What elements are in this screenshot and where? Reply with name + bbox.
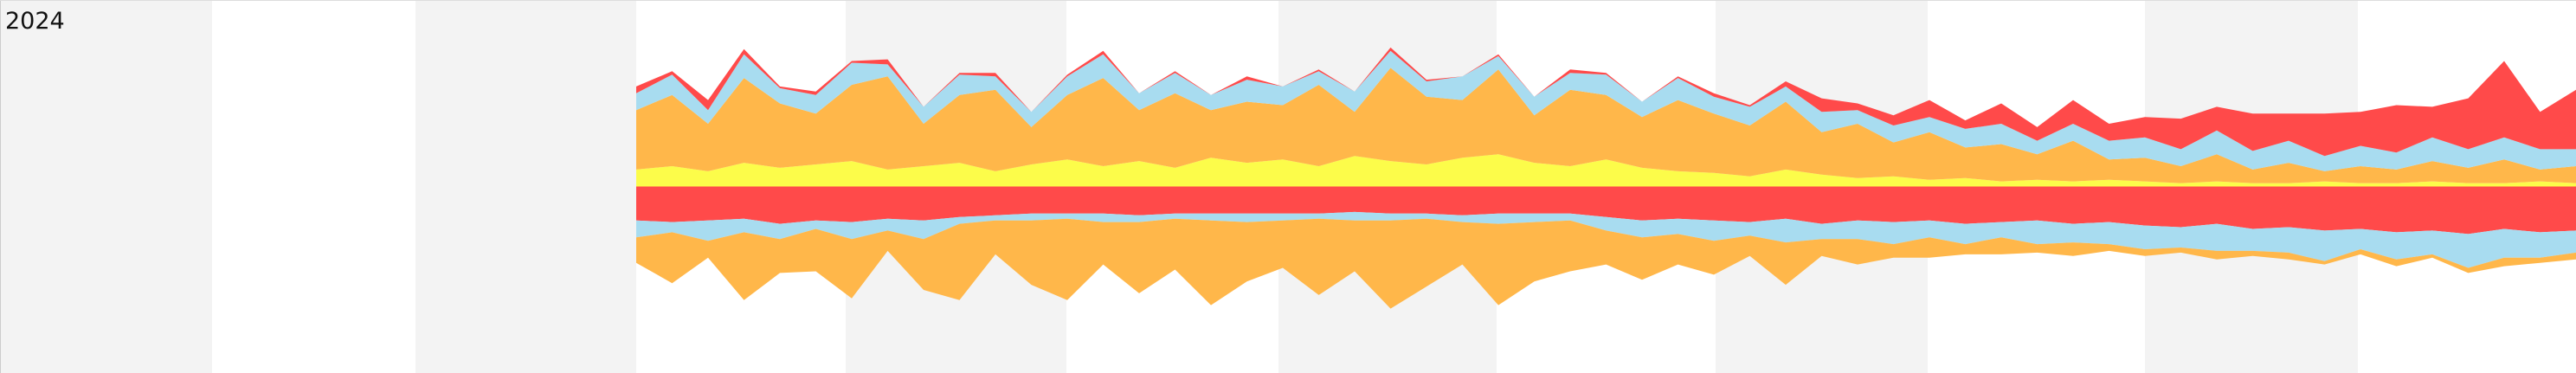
areas	[636, 47, 2576, 309]
area	[636, 68, 2576, 183]
area	[636, 47, 2576, 157]
chart-title: 2024	[5, 8, 65, 35]
area	[636, 218, 2576, 309]
month-band	[0, 0, 212, 373]
area	[636, 50, 2576, 171]
area	[636, 154, 2576, 187]
month-band	[415, 0, 636, 373]
area	[636, 186, 2576, 235]
area	[636, 211, 2576, 268]
